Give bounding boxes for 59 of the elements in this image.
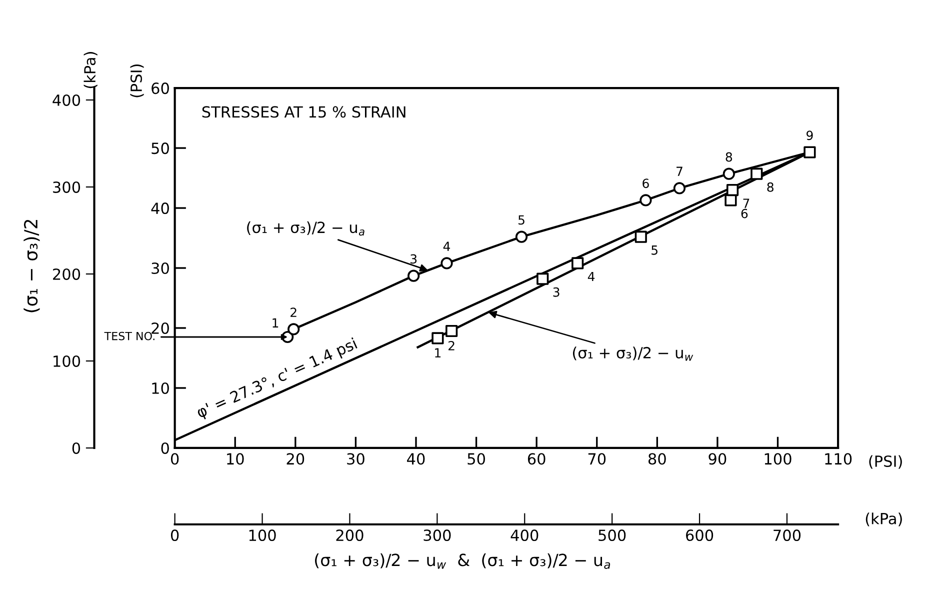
annotation: 1 xyxy=(272,318,278,328)
annotation: 6 xyxy=(642,178,649,188)
text: STRESSES AT 15 % STRAIN xyxy=(202,106,406,118)
x-axis-title: (PSI) xyxy=(869,455,902,469)
y2-tick-label: 0 xyxy=(72,442,80,454)
annotation: 6 xyxy=(741,208,748,218)
x-tick-label: 0 xyxy=(170,453,179,465)
x2-tick-label: 700 xyxy=(774,530,801,542)
y-tick-label: 60 xyxy=(152,82,169,94)
y2-tick-label: 100 xyxy=(54,355,80,367)
y-tick-label: 0 xyxy=(161,442,169,454)
annotation: (σ₁ + σ₃)/2 − u$_{w}$ xyxy=(572,346,694,361)
y-tick-label: 30 xyxy=(152,262,169,274)
x2-tick-label: 300 xyxy=(424,530,451,542)
x2-tick-label: 200 xyxy=(336,530,364,542)
x-tick-label: 90 xyxy=(708,453,726,465)
x-tick-label: 50 xyxy=(468,453,485,465)
annotation: 1 xyxy=(435,348,441,358)
annotation: TEST NO. xyxy=(104,332,154,340)
y-tick-label: 20 xyxy=(152,322,169,334)
x-tick-label: 100 xyxy=(764,453,792,465)
y-tick-label: 40 xyxy=(151,202,169,214)
annotation: 2 xyxy=(290,308,296,317)
annotation: (σ₁ + σ₃)/2 − u$_{a}$ xyxy=(247,221,364,236)
x2-tick-label: 600 xyxy=(686,530,714,542)
x2-tick-label: 500 xyxy=(598,530,626,542)
x-tick-label: 80 xyxy=(648,453,666,465)
x-tick-label: 20 xyxy=(286,453,304,465)
x-tick-label: 40 xyxy=(407,453,425,465)
annotation: 4 xyxy=(588,272,595,282)
x-tick-label: 60 xyxy=(528,453,546,465)
annotation: 5 xyxy=(652,246,658,255)
x2-tick-label: 400 xyxy=(510,530,538,542)
y-tick-label: 50 xyxy=(152,142,169,154)
annotation: 7 xyxy=(676,166,682,176)
x-tick-label: 70 xyxy=(588,453,606,465)
y2-tick-label: 300 xyxy=(53,181,80,193)
x-tick-label: 10 xyxy=(227,453,244,465)
annotation: 8 xyxy=(767,182,774,192)
y2-axis-title: (kPa) xyxy=(84,52,98,88)
annotation: 7 xyxy=(743,198,750,208)
y-axis-title: (PSI) xyxy=(130,64,144,98)
x2-axis-title: (kPa) xyxy=(866,512,902,526)
x-tick-label: 110 xyxy=(825,453,852,465)
annotation: 2 xyxy=(448,340,454,350)
text: (σ₁ − σ₃)/2 xyxy=(24,220,40,312)
annotation: 3 xyxy=(553,287,560,297)
x2-tick-label: 0 xyxy=(170,530,179,542)
annotation: 5 xyxy=(518,215,524,225)
y2-tick-label: 400 xyxy=(52,94,80,106)
y2-tick-label: 200 xyxy=(53,268,80,280)
x2-tick-label: 100 xyxy=(249,530,276,542)
annotation: 8 xyxy=(726,152,732,162)
text: (σ₁ + σ₃)/2 − u$_{w}$ & (σ₁ + σ₃)/2 − u$_{a}$ xyxy=(315,553,610,569)
annotation: 9 xyxy=(806,130,813,140)
x-tick-label: 30 xyxy=(347,453,364,465)
annotation: 4 xyxy=(443,242,450,251)
annotation: 3 xyxy=(410,254,417,264)
y-tick-label: 10 xyxy=(152,382,169,394)
